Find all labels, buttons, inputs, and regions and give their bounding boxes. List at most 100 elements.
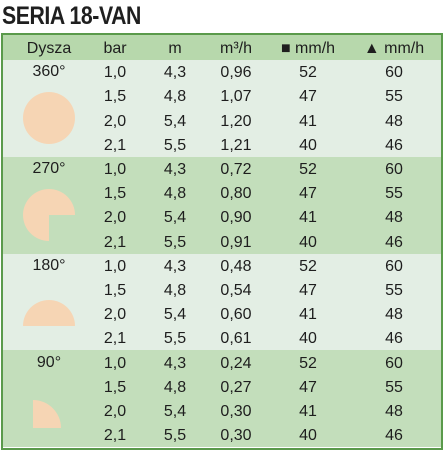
cell-value: 48 bbox=[385, 306, 403, 324]
cell-value: 4,3 bbox=[163, 64, 187, 82]
cell-value: 2,1 bbox=[103, 233, 127, 251]
cell-value: 4,3 bbox=[163, 160, 187, 178]
nozzle-icon bbox=[23, 188, 75, 241]
cell-value: 4,3 bbox=[163, 354, 187, 372]
cell-value: 4,8 bbox=[163, 378, 187, 396]
cell-value: 0,24 bbox=[220, 354, 252, 372]
group-band bbox=[3, 350, 441, 448]
cell-value: 46 bbox=[385, 427, 403, 445]
cell-value: 60 bbox=[385, 354, 403, 372]
cell-value: 0,72 bbox=[220, 160, 252, 178]
cell-value: 1,5 bbox=[103, 88, 127, 106]
column-header: ■ mm/h bbox=[280, 39, 336, 57]
cell-value: 1,5 bbox=[103, 185, 127, 203]
nozzle-label: 270° bbox=[32, 159, 66, 177]
cell-value: 41 bbox=[299, 209, 317, 227]
cell-value: 46 bbox=[385, 233, 403, 251]
cell-value: 2,1 bbox=[103, 136, 127, 154]
cell-value: 1,0 bbox=[103, 257, 127, 275]
cell-value: 41 bbox=[299, 112, 317, 130]
cell-value: 1,0 bbox=[103, 64, 127, 82]
cell-value: 0,48 bbox=[220, 257, 252, 275]
cell-value: 2,1 bbox=[103, 330, 127, 348]
cell-value: 60 bbox=[385, 160, 403, 178]
cell-value: 55 bbox=[385, 378, 403, 396]
cell-value: 0,30 bbox=[220, 427, 252, 445]
cell-value: 41 bbox=[299, 306, 317, 324]
group-band bbox=[3, 253, 441, 351]
cell-value: 40 bbox=[299, 136, 317, 154]
cell-value: 52 bbox=[299, 354, 317, 372]
cell-value: 0,61 bbox=[220, 330, 252, 348]
cell-value: 5,4 bbox=[163, 209, 187, 227]
cell-value: 0,54 bbox=[220, 281, 252, 299]
cell-value: 1,21 bbox=[220, 136, 252, 154]
title: SERIA 18-VAN bbox=[2, 2, 141, 30]
cell-value: 60 bbox=[385, 64, 403, 82]
cell-value: 1,0 bbox=[103, 354, 127, 372]
cell-value: 47 bbox=[299, 378, 317, 396]
cell-value: 48 bbox=[385, 112, 403, 130]
cell-value: 2,0 bbox=[103, 402, 127, 420]
column-header: bar bbox=[103, 39, 127, 57]
cell-value: 2,0 bbox=[103, 306, 127, 324]
cell-value: 4,8 bbox=[163, 88, 187, 106]
group-band bbox=[3, 60, 441, 157]
cell-value: 5,5 bbox=[163, 330, 187, 348]
nozzle-icon bbox=[23, 299, 75, 326]
column-header: m bbox=[168, 39, 182, 57]
cell-value: 4,8 bbox=[163, 185, 187, 203]
cell-value: 1,5 bbox=[103, 281, 127, 299]
cell-value: 1,20 bbox=[220, 112, 252, 130]
cell-value: 5,4 bbox=[163, 402, 187, 420]
cell-value: 0,80 bbox=[220, 185, 252, 203]
cell-value: 5,5 bbox=[163, 233, 187, 251]
cell-value: 40 bbox=[299, 233, 317, 251]
cell-value: 0,91 bbox=[220, 233, 252, 251]
cell-value: 2,0 bbox=[103, 209, 127, 227]
cell-value: 1,5 bbox=[103, 378, 127, 396]
nozzle-label: 180° bbox=[32, 256, 66, 274]
cell-value: 2,1 bbox=[103, 427, 127, 445]
cell-value: 5,5 bbox=[163, 136, 187, 154]
cell-value: 48 bbox=[385, 209, 403, 227]
nozzle-icon bbox=[23, 92, 75, 144]
cell-value: 46 bbox=[385, 330, 403, 348]
nozzle-label: 90° bbox=[36, 353, 62, 371]
cell-value: 5,4 bbox=[163, 112, 187, 130]
nozzle-icon bbox=[33, 400, 61, 429]
cell-value: 55 bbox=[385, 185, 403, 203]
cell-value: 52 bbox=[299, 160, 317, 178]
cell-value: 48 bbox=[385, 402, 403, 420]
group-band bbox=[3, 156, 441, 254]
cell-value: 0,30 bbox=[220, 402, 252, 420]
cell-value: 5,4 bbox=[163, 306, 187, 324]
cell-value: 0,60 bbox=[220, 306, 252, 324]
cell-value: 55 bbox=[385, 281, 403, 299]
cell-value: 0,27 bbox=[220, 378, 252, 396]
cell-value: 52 bbox=[299, 64, 317, 82]
cell-value: 4,3 bbox=[163, 257, 187, 275]
cell-value: 47 bbox=[299, 185, 317, 203]
cell-value: 55 bbox=[385, 88, 403, 106]
column-header: m³/h bbox=[220, 39, 252, 57]
header-band bbox=[3, 35, 441, 60]
cell-value: 46 bbox=[385, 136, 403, 154]
cell-value: 0,90 bbox=[220, 209, 252, 227]
cell-value: 2,0 bbox=[103, 112, 127, 130]
cell-value: 60 bbox=[385, 257, 403, 275]
cell-value: 0,96 bbox=[220, 64, 252, 82]
table: Dysza bar m m³/h ■ mm/h ▲ mm/h 360° 1,0 4,3 0,96 5… bbox=[1, 33, 443, 450]
cell-value: 52 bbox=[299, 257, 317, 275]
cell-value: 47 bbox=[299, 88, 317, 106]
nozzle-label: 360° bbox=[32, 63, 66, 81]
column-header: Dysza bbox=[26, 39, 72, 57]
cell-value: 1,07 bbox=[220, 88, 252, 106]
cell-value: 41 bbox=[299, 402, 317, 420]
cell-value: 5,5 bbox=[163, 427, 187, 445]
cell-value: 40 bbox=[299, 427, 317, 445]
column-header: ▲ mm/h bbox=[363, 39, 425, 57]
cell-value: 4,8 bbox=[163, 281, 187, 299]
cell-value: 47 bbox=[299, 281, 317, 299]
